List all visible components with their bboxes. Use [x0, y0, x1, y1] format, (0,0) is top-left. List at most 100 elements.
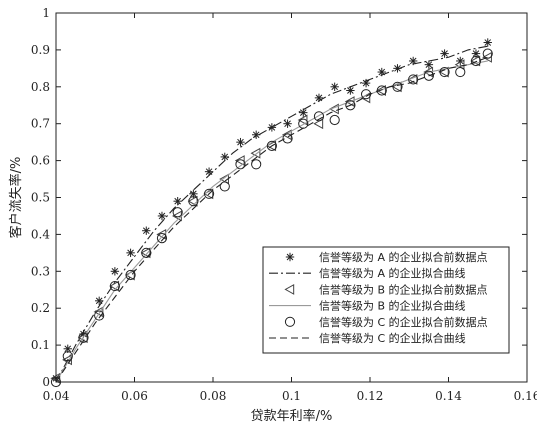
data-point [109, 280, 120, 292]
data-point [408, 74, 419, 85]
x-axis-ticks: 0.04 0.06 0.08 0.1 0.12 0.14 0.16 [43, 13, 537, 403]
data-point [344, 96, 355, 108]
data-point [297, 114, 308, 126]
data-point [110, 267, 120, 276]
data-point [376, 85, 386, 96]
x-tick-label: 0.06 [121, 389, 148, 403]
data-point [235, 159, 246, 170]
legend-item: 信誉等级为 A 的企业拟合曲线 [269, 266, 466, 280]
data-point [313, 118, 324, 130]
fit-curve-line [55, 45, 488, 383]
y-tick-label: 0.6 [31, 154, 50, 168]
data-point [313, 111, 325, 122]
data-point [236, 137, 245, 147]
data-point [266, 140, 277, 151]
legend-item: 信誉等级为 C 的企业拟合曲线 [269, 331, 466, 345]
data-point [125, 269, 136, 281]
x-tick-label: 0.1 [282, 389, 301, 403]
data-point [126, 248, 135, 258]
data-point [266, 140, 277, 152]
data-point [483, 38, 492, 47]
x-tick-label: 0.14 [435, 389, 462, 403]
data-point [173, 196, 182, 206]
data-point [220, 152, 229, 162]
legend-marker-sample [285, 252, 295, 262]
x-tick-label: 0.08 [200, 389, 227, 403]
legend-label: 信誉等级为 C 的企业拟合曲线 [319, 331, 466, 345]
data-point [62, 351, 73, 362]
data-point [219, 181, 230, 192]
data-point [346, 86, 355, 95]
x-axis-label: 贷款年利率/% [251, 408, 333, 424]
legend-item: 信誉等级为 B 的企业拟合曲线 [269, 299, 466, 313]
legend-item: 信誉等级为 A 的企业拟合前数据点 [285, 250, 488, 264]
legend-label: 信誉等级为 B 的企业拟合曲线 [319, 299, 466, 313]
data-point [329, 114, 340, 126]
x-tick-label: 0.16 [514, 389, 537, 403]
data-point [250, 147, 261, 159]
y-tick-label: 1 [42, 6, 50, 20]
y-tick-label: 0.1 [31, 338, 50, 352]
data-point [251, 159, 262, 170]
legend-label: 信誉等级为 B 的企业拟合前数据点 [319, 282, 488, 296]
data-point [423, 66, 434, 78]
data-point [203, 188, 214, 200]
data-point [172, 207, 183, 218]
legend-label: 信誉等级为 C 的企业拟合前数据点 [319, 315, 488, 329]
data-point [423, 70, 434, 81]
data-point [94, 310, 105, 321]
data-point [156, 232, 168, 244]
y-axis-label: 客户流失率/% [8, 157, 24, 239]
y-tick-label: 0.8 [31, 80, 50, 94]
fit-curve-line [55, 56, 488, 383]
x-tick-label: 0.12 [357, 389, 384, 403]
data-point [203, 188, 215, 199]
legend-item: 信誉等级为 B 的企业拟合前数据点 [284, 282, 488, 296]
data-point [392, 81, 403, 92]
y-tick-label: 0 [42, 375, 50, 389]
data-point [188, 196, 199, 207]
data-point [454, 59, 465, 71]
x-tick-label: 0.04 [43, 389, 70, 403]
legend-label: 信誉等级为 A 的企业拟合前数据点 [319, 250, 488, 264]
plot-content [50, 38, 493, 388]
data-point [234, 155, 245, 167]
series-2 [55, 45, 488, 383]
y-tick-label: 0.3 [31, 264, 50, 278]
fit-curve-line [55, 60, 488, 383]
legend-marker-sample [284, 283, 295, 295]
data-point [455, 66, 466, 78]
data-point [376, 85, 387, 96]
data-point [63, 344, 72, 353]
data-point [482, 48, 493, 59]
data-point [470, 55, 482, 67]
legend-marker-sample [284, 316, 296, 327]
y-tick-label: 0.4 [31, 227, 50, 241]
legend-label: 信誉等级为 A 的企业拟合曲线 [319, 266, 466, 280]
series-6 [55, 56, 488, 383]
legend-item: 信誉等级为 C 的企业拟合前数据点 [284, 315, 488, 329]
series-4 [55, 60, 488, 383]
data-point [77, 332, 88, 344]
data-point [482, 51, 492, 63]
y-axis-ticks: 0 0.1 0.2 0.3 0.4 0.5 0.6 0.7 0.8 0.9 1 [31, 6, 527, 389]
data-point [440, 49, 449, 58]
data-point [267, 123, 277, 132]
data-point [329, 103, 339, 115]
data-point [282, 133, 293, 144]
y-tick-label: 0.2 [31, 301, 50, 315]
data-point [78, 332, 89, 343]
data-point [157, 211, 167, 221]
data-point [142, 226, 151, 235]
y-tick-label: 0.9 [31, 43, 50, 57]
data-point [424, 60, 434, 69]
y-tick-label: 0.7 [31, 117, 50, 131]
series-3 [50, 51, 492, 384]
data-point [345, 100, 356, 111]
data-point [330, 82, 339, 91]
y-tick-label: 0.5 [31, 191, 50, 205]
data-point [283, 119, 292, 128]
legend-box [262, 246, 510, 354]
